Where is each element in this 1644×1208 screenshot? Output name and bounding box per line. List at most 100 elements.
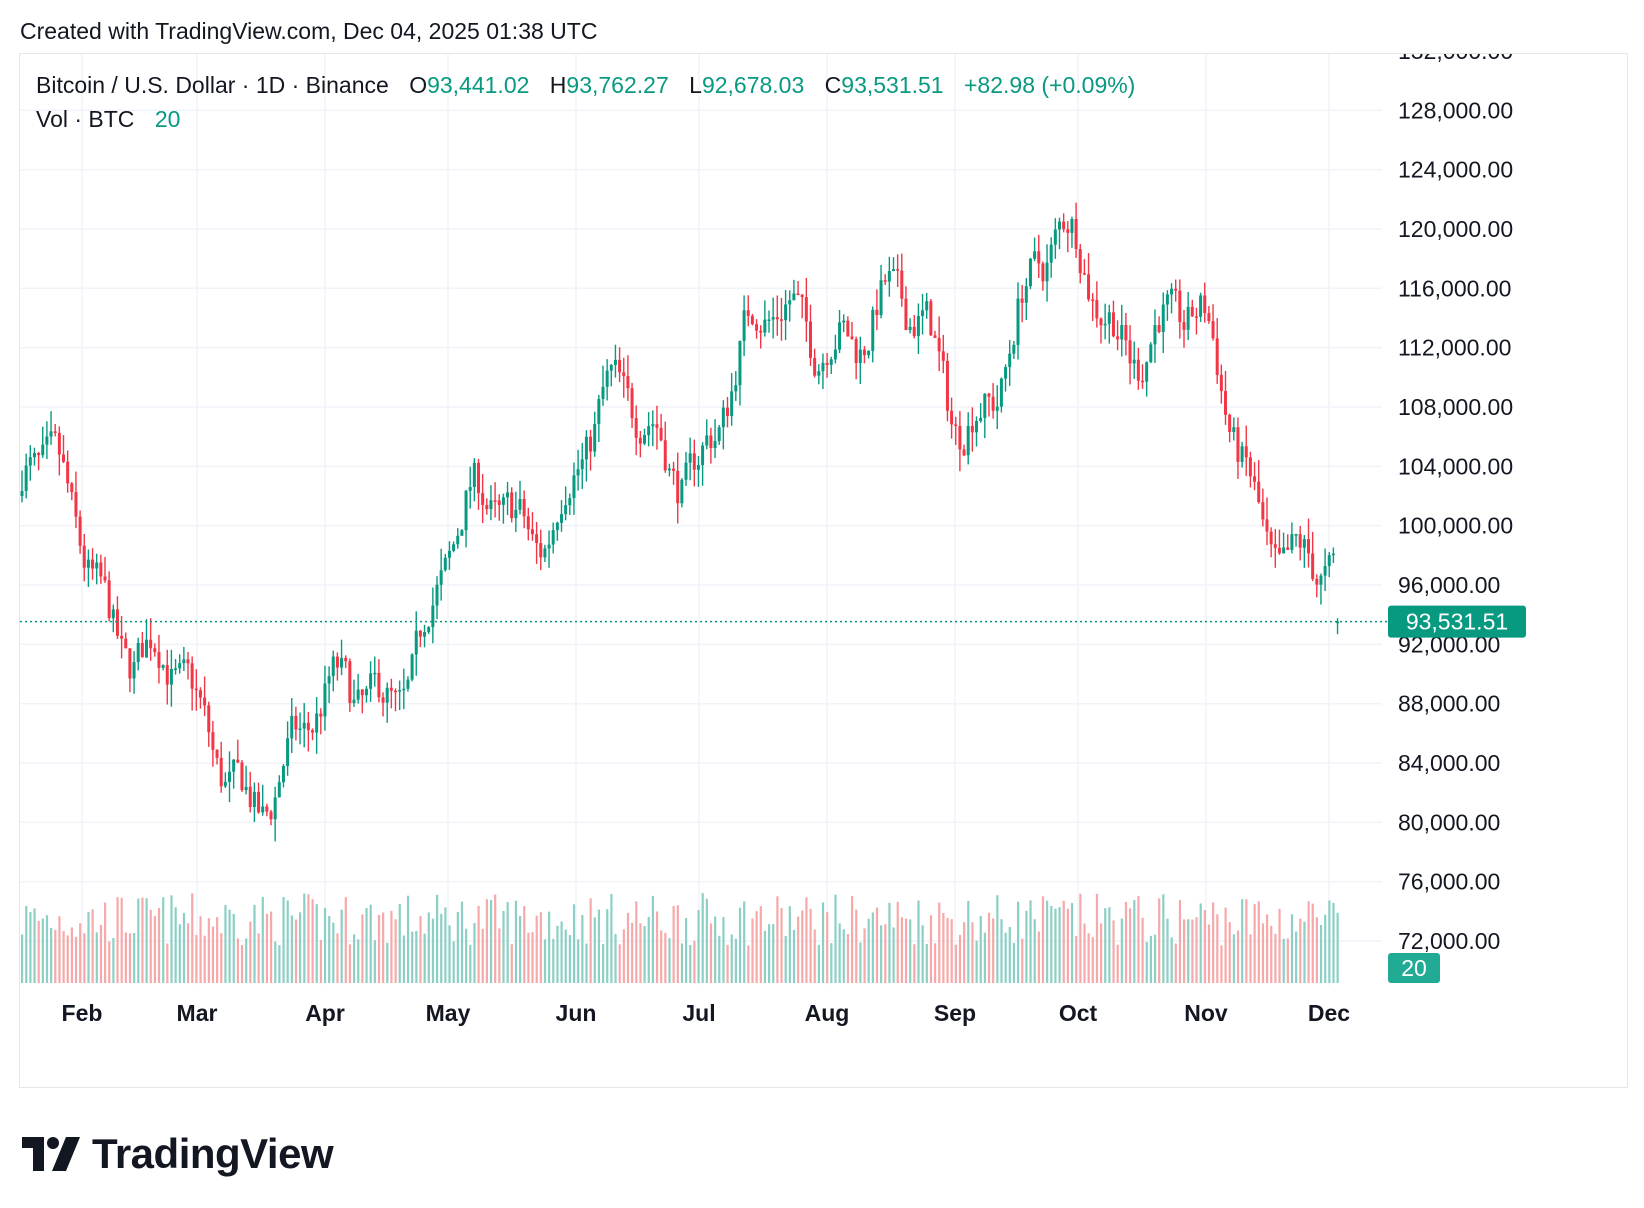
candle-body — [1020, 298, 1024, 303]
candle-body — [1269, 531, 1273, 545]
volume-bar — [120, 897, 123, 983]
x-axis-tick-label: Apr — [305, 1000, 345, 1026]
candle-body — [945, 360, 949, 411]
candle-body — [584, 436, 588, 460]
volume-bar — [1286, 938, 1289, 983]
candle-body — [394, 690, 397, 693]
volume-bar — [494, 894, 497, 983]
candle-body — [1066, 229, 1070, 233]
volume-bar — [390, 910, 393, 983]
volume-bar — [1070, 903, 1074, 983]
candle-body — [37, 453, 41, 456]
candle-body — [1182, 322, 1186, 330]
candle-body — [501, 497, 505, 505]
candle-body — [1028, 258, 1032, 287]
candle-body — [1024, 286, 1028, 303]
candle-body — [49, 431, 53, 437]
candle-body — [742, 310, 746, 341]
candle-body — [273, 797, 277, 820]
candle-body — [547, 544, 551, 549]
volume-bar — [950, 919, 953, 983]
candle-body — [298, 728, 302, 731]
candle-body — [539, 543, 543, 558]
volume-bar — [1336, 912, 1339, 983]
volume-bar — [481, 928, 484, 983]
tradingview-logo[interactable]: TradingView — [22, 1130, 334, 1178]
volume-bar — [1282, 938, 1285, 983]
volume-bar — [29, 912, 32, 983]
volume-bar — [817, 944, 820, 983]
volume-bar — [568, 935, 571, 983]
volume-bar — [489, 899, 493, 983]
candle-body — [344, 657, 348, 662]
volume-bar — [477, 905, 480, 983]
volume-bar — [1075, 935, 1078, 983]
candle-body — [228, 771, 231, 782]
candle-body — [57, 432, 61, 455]
candle-body — [887, 271, 891, 282]
candle-body — [613, 359, 617, 365]
candle-body — [601, 386, 605, 400]
candle-body — [161, 665, 165, 668]
candle-body — [248, 786, 252, 808]
candle-body — [107, 580, 111, 619]
volume-bar — [1220, 945, 1223, 983]
volume-bar — [427, 912, 430, 983]
candle-body — [1232, 427, 1236, 432]
volume-bar — [1324, 914, 1327, 983]
chart-frame[interactable] — [19, 53, 1628, 1088]
volume-bar — [1257, 901, 1260, 983]
candle-body — [178, 663, 182, 669]
candle-body — [456, 535, 460, 545]
tradingview-wordmark: TradingView — [92, 1130, 334, 1177]
candle-body — [315, 713, 319, 733]
volume-bar — [62, 931, 65, 983]
candle-body — [452, 544, 456, 551]
candle-body — [746, 310, 750, 316]
volume-bar — [104, 902, 107, 983]
candle-body — [402, 688, 406, 691]
candle-body — [1207, 313, 1211, 322]
volume-bar — [506, 901, 509, 983]
volume-bar — [54, 929, 57, 983]
volume-bar — [332, 922, 335, 983]
volume-bar — [365, 907, 368, 983]
volume-value: 20 — [154, 106, 181, 132]
candle-body — [1302, 539, 1306, 548]
symbol-title: Bitcoin / U.S. Dollar · 1D · Binance — [36, 72, 389, 98]
candle-body — [311, 730, 314, 733]
candle-body — [265, 806, 269, 812]
volume-bar — [1178, 900, 1182, 983]
candle-body — [389, 687, 393, 691]
volume-bar — [519, 915, 522, 983]
candle-body — [638, 437, 642, 444]
volume-bar — [564, 929, 567, 983]
candle-body — [1149, 344, 1153, 363]
volume-bar — [1207, 924, 1211, 983]
candle-body — [709, 435, 713, 449]
volume-bar — [240, 945, 244, 983]
candle-body — [730, 391, 734, 417]
candle-body — [705, 435, 709, 446]
volume-bar — [880, 925, 883, 983]
volume-bar — [1195, 917, 1198, 983]
volume-bar — [805, 897, 808, 983]
candle-body — [1323, 566, 1327, 576]
candle-body — [435, 584, 439, 606]
volume-bar — [1270, 925, 1273, 983]
candle-body — [734, 385, 738, 392]
volume-bar — [1008, 926, 1011, 983]
candle-body — [460, 530, 464, 536]
candle-body — [302, 722, 306, 729]
volume-bar — [369, 904, 372, 983]
volume-bar — [1191, 919, 1194, 983]
volume-bar — [589, 898, 592, 983]
chart-caption: Created with TradingView.com, Dec 04, 20… — [20, 18, 598, 44]
candle-body — [717, 427, 721, 442]
volume-bar — [66, 935, 69, 983]
candle-body — [784, 304, 788, 321]
volume-bar — [834, 894, 837, 983]
candle-body — [518, 498, 522, 510]
volume-bar — [419, 916, 422, 983]
